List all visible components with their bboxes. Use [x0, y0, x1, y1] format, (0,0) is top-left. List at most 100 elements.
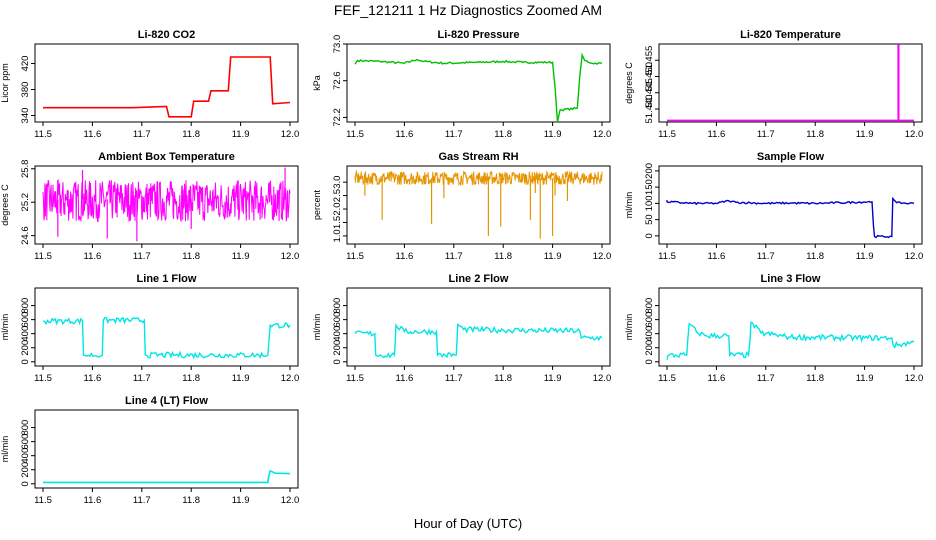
y-tick-label: 800 — [644, 298, 655, 314]
x-tick-label: 11.7 — [757, 129, 775, 140]
x-tick-label: 11.5 — [658, 129, 676, 140]
y-tick-label: 800 — [332, 298, 343, 314]
x-tick-label: 11.9 — [544, 373, 562, 384]
panel-title: Line 3 Flow — [761, 273, 821, 285]
panel-title: Sample Flow — [757, 151, 825, 163]
y-axis-label: ml/min — [0, 436, 10, 463]
y-tick-label: 73.0 — [332, 35, 343, 54]
y-axis-label: Licor ppm — [0, 63, 10, 103]
x-axis-title: Hour of Day (UTC) — [413, 516, 523, 531]
x-tick-label: 11.5 — [658, 373, 676, 384]
series-line — [354, 52, 603, 123]
plot-frame — [34, 287, 299, 367]
y-tick-label: 600 — [644, 312, 655, 328]
y-tick-label: 400 — [20, 326, 31, 342]
y-tick-label: 0 — [644, 359, 655, 364]
panel-title: Line 4 (LT) Flow — [125, 395, 208, 407]
x-tick-label: 11.5 — [34, 373, 52, 384]
x-tick-label: 11.8 — [494, 129, 512, 140]
y-tick-label: 380 — [20, 82, 31, 98]
x-tick-label: 11.7 — [757, 373, 775, 384]
y-tick-label: 420 — [20, 56, 31, 72]
x-tick-label: 11.5 — [34, 251, 52, 262]
y-tick-label: 600 — [332, 312, 343, 328]
x-tick-label: 11.6 — [708, 129, 726, 140]
series-line — [354, 322, 603, 359]
panel-3: Li-820 Temperature degrees C 11.5 11.6 11.7 1… — [624, 29, 923, 140]
x-tick-label: 12.0 — [281, 129, 300, 140]
x-tick-label: 11.8 — [182, 373, 200, 384]
y-tick-label: 51.445 — [644, 78, 655, 107]
y-axis-label: ml/min — [0, 314, 10, 341]
x-tick-label: 11.7 — [133, 373, 151, 384]
y-tick-label: 200 — [20, 462, 31, 478]
y-tick-label: 150 — [644, 179, 655, 195]
x-tick-label: 11.6 — [84, 251, 102, 262]
figure-title: FEF_121211 1 Hz Diagnostics Zoomed AM — [333, 2, 603, 18]
x-tick-label: 11.6 — [396, 129, 414, 140]
y-tick-label: 0 — [644, 233, 655, 238]
x-tick-label: 12.0 — [593, 373, 612, 384]
y-tick-label: 0 — [20, 481, 31, 486]
y-tick-label: 200 — [644, 163, 655, 179]
panel-10: Line 4 (LT) Flow ml/min 11.5 11.6 11.7 11.8 11… — [0, 395, 299, 506]
series-line — [666, 321, 915, 360]
plot-frame — [346, 287, 611, 367]
panel-1: Li-820 CO2 Licor ppm 11.5 11.6 11.7 11.8 11.9 1… — [0, 29, 299, 140]
x-tick-label: 12.0 — [281, 495, 300, 506]
y-tick-label: 0 — [20, 359, 31, 364]
y-tick-label: 0 — [332, 359, 343, 364]
y-tick-label: 800 — [20, 298, 31, 314]
y-axis-label: ml/min — [624, 192, 634, 219]
x-tick-label: 12.0 — [281, 373, 300, 384]
x-tick-label: 11.5 — [346, 251, 364, 262]
x-tick-label: 11.8 — [494, 251, 512, 262]
x-tick-label: 11.5 — [34, 129, 52, 140]
plot-frame — [346, 165, 611, 245]
y-axis-label: percent — [312, 189, 322, 220]
panel-6: Sample Flow ml/min 11.5 11.6 11.7 11.8 11.9 12.… — [624, 151, 923, 262]
y-tick-label: 1.0 — [332, 229, 343, 242]
x-tick-label: 12.0 — [905, 129, 924, 140]
x-tick-label: 11.6 — [84, 129, 102, 140]
x-tick-label: 12.0 — [905, 373, 924, 384]
y-tick-label: 200 — [20, 340, 31, 356]
panel-title: Li-820 Pressure — [438, 29, 520, 41]
y-tick-label: 200 — [644, 340, 655, 356]
y-tick-label: 24.6 — [20, 226, 31, 245]
y-tick-label: 600 — [20, 434, 31, 450]
x-tick-label: 11.7 — [133, 129, 151, 140]
y-axis-label: kPa — [312, 75, 322, 91]
x-tick-label: 11.9 — [232, 129, 250, 140]
plot-frame — [34, 165, 299, 245]
x-tick-label: 12.0 — [281, 251, 300, 262]
x-tick-label: 11.7 — [445, 251, 463, 262]
series-line — [667, 44, 914, 122]
x-tick-label: 11.7 — [445, 129, 463, 140]
x-tick-label: 11.5 — [34, 495, 52, 506]
plot-frame — [34, 43, 299, 123]
x-tick-label: 11.9 — [232, 495, 250, 506]
y-tick-label: 400 — [332, 326, 343, 342]
x-tick-label: 11.5 — [346, 129, 364, 140]
y-tick-label: 2.5 — [332, 189, 343, 202]
plot-frame — [658, 287, 923, 367]
x-tick-label: 11.9 — [232, 251, 250, 262]
panel-8: Line 2 Flow ml/min 11.5 11.6 11.7 11.8 11.9 12.… — [312, 273, 611, 384]
y-axis-label: ml/min — [624, 314, 634, 341]
x-tick-label: 11.8 — [182, 129, 200, 140]
y-tick-label: 72.2 — [332, 108, 343, 127]
series-line — [42, 179, 291, 222]
x-tick-label: 11.6 — [708, 373, 726, 384]
series-line — [354, 169, 603, 187]
series-line — [43, 56, 291, 118]
plot-frame — [658, 165, 923, 245]
x-tick-label: 12.0 — [905, 251, 924, 262]
y-tick-label: 600 — [20, 312, 31, 328]
y-tick-label: 25.2 — [20, 193, 31, 212]
x-tick-label: 11.5 — [658, 251, 676, 262]
panel-title: Ambient Box Temperature — [98, 151, 235, 163]
y-tick-label: 340 — [20, 108, 31, 124]
x-tick-label: 11.6 — [396, 251, 414, 262]
